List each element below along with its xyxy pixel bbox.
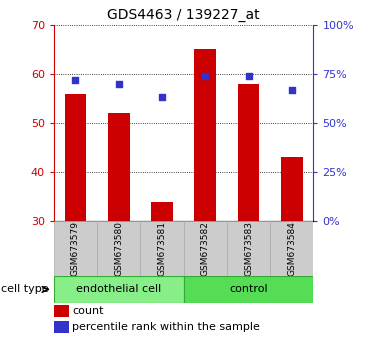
Point <box>116 81 122 87</box>
Text: GSM673584: GSM673584 <box>288 221 296 276</box>
Bar <box>194 49 216 221</box>
Text: GSM673581: GSM673581 <box>158 221 167 276</box>
Point <box>246 73 252 79</box>
Text: endothelial cell: endothelial cell <box>76 284 161 295</box>
Bar <box>54 321 69 333</box>
Bar <box>140 221 184 276</box>
Point <box>72 77 78 82</box>
Text: control: control <box>229 284 268 295</box>
Bar <box>65 93 86 221</box>
Bar <box>54 276 184 303</box>
Text: GSM673580: GSM673580 <box>114 221 123 276</box>
Text: cell type: cell type <box>1 284 49 295</box>
Bar <box>108 113 129 221</box>
Bar <box>97 221 140 276</box>
Bar <box>227 221 270 276</box>
Bar <box>270 221 313 276</box>
Point <box>289 87 295 92</box>
Text: count: count <box>72 306 104 316</box>
Bar <box>184 221 227 276</box>
Bar <box>184 276 313 303</box>
Text: GSM673579: GSM673579 <box>71 221 80 276</box>
Bar <box>54 305 69 317</box>
Bar <box>238 84 259 221</box>
Bar <box>151 201 173 221</box>
Point <box>202 73 208 79</box>
Text: GSM673582: GSM673582 <box>201 221 210 276</box>
Title: GDS4463 / 139227_at: GDS4463 / 139227_at <box>107 8 260 22</box>
Text: GSM673583: GSM673583 <box>244 221 253 276</box>
Point <box>159 95 165 100</box>
Bar <box>54 221 97 276</box>
Bar <box>281 158 303 221</box>
Text: percentile rank within the sample: percentile rank within the sample <box>72 322 260 332</box>
